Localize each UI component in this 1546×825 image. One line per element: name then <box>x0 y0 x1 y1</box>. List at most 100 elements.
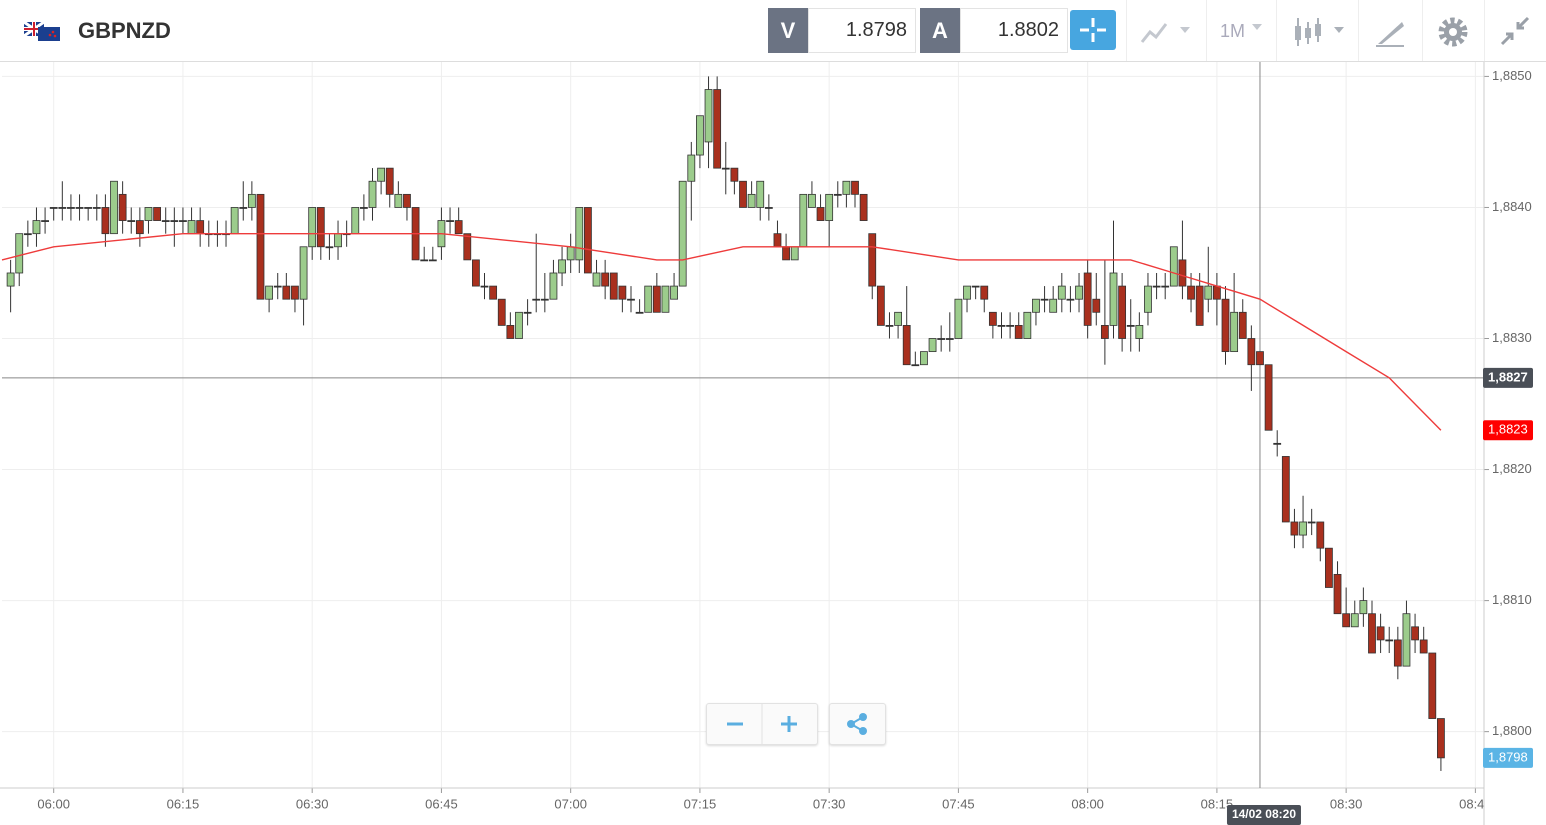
candle-body <box>291 285 299 300</box>
candle-body <box>334 233 342 248</box>
candle-body <box>859 193 868 221</box>
candle-body <box>1178 259 1187 287</box>
candle-body <box>1376 626 1385 641</box>
candle-body <box>1342 613 1351 628</box>
x-tick-label: 06:00 <box>37 796 70 811</box>
candle-body <box>678 180 687 287</box>
timeframe-caret[interactable] <box>1250 18 1270 38</box>
candle-body <box>963 285 971 300</box>
candle-body <box>1126 325 1135 327</box>
draw-tool-button[interactable] <box>1374 16 1408 48</box>
x-tick-label: 08:15 <box>1201 796 1234 811</box>
candle-body <box>799 193 808 248</box>
candle-body <box>1230 311 1239 353</box>
candle-body <box>135 220 144 235</box>
candle-body <box>394 193 403 208</box>
candle-body <box>1437 718 1445 759</box>
share-icon <box>847 713 867 735</box>
candle-body <box>282 285 291 300</box>
candle-body <box>894 311 902 326</box>
candle-body <box>23 233 32 236</box>
axis-cover <box>1485 789 1546 825</box>
candle-body <box>696 115 704 156</box>
x-tick-label: 07:15 <box>684 796 717 811</box>
timeframe-button[interactable]: 1M <box>1220 21 1246 41</box>
plot-area <box>1 76 1445 771</box>
crosshair-price-label: 1,8827 <box>1488 369 1528 384</box>
candle-body <box>954 298 963 339</box>
candle-body <box>1238 311 1247 339</box>
candle-body <box>1411 626 1419 641</box>
candle-body <box>6 272 15 287</box>
candle-body <box>1040 298 1049 301</box>
candle-body <box>782 246 790 261</box>
candle-body <box>385 167 394 195</box>
candle-body <box>153 207 161 221</box>
candle-body <box>618 285 627 300</box>
zoom-in[interactable] <box>781 716 797 732</box>
ask-price[interactable]: 1.8802 <box>960 8 1068 53</box>
candle-body <box>721 167 730 170</box>
candle-body <box>1144 285 1152 313</box>
candle-body <box>230 207 239 235</box>
candle-body <box>997 325 1006 327</box>
candle-body <box>1014 325 1023 339</box>
y-tick-label: 1,8850 <box>1492 68 1532 83</box>
candle-body <box>816 207 825 221</box>
candle-body <box>247 193 256 208</box>
candle-body <box>428 259 437 262</box>
candle-body <box>609 272 618 300</box>
candle-body <box>489 285 498 300</box>
candle-body <box>1385 639 1394 642</box>
candle-body <box>84 207 93 209</box>
bid-price[interactable]: 1.8798 <box>808 8 916 53</box>
flags-icon <box>24 22 60 41</box>
candle-body <box>566 246 575 261</box>
candle-type-button[interactable] <box>1292 14 1348 50</box>
candle-body <box>187 220 196 235</box>
candle-body <box>239 207 248 209</box>
candle-body <box>1075 285 1083 300</box>
candle-body <box>635 311 644 314</box>
x-tick-label: 08:30 <box>1330 796 1363 811</box>
candle-body <box>1273 442 1282 445</box>
share-button[interactable] <box>829 703 886 745</box>
candle-body <box>756 180 765 208</box>
candle-body <box>41 220 49 222</box>
candle-body <box>1221 298 1230 353</box>
candle-body <box>988 311 997 326</box>
y-tick-label: 1,8830 <box>1492 330 1532 345</box>
candle-body <box>454 220 463 235</box>
x-tick-label: 06:15 <box>167 796 200 811</box>
ask-label[interactable]: A <box>920 8 960 53</box>
candle-body <box>808 193 816 208</box>
candle-body <box>1032 298 1040 313</box>
candle-body <box>446 220 454 222</box>
candle-body <box>377 167 386 182</box>
candle-body <box>110 180 118 235</box>
candle-body <box>1109 272 1118 326</box>
candle-body <box>368 180 377 208</box>
candle-body <box>118 193 127 221</box>
candle-body <box>471 259 480 287</box>
candle-body <box>876 285 885 326</box>
candle-body <box>403 193 411 208</box>
bid-label[interactable]: V <box>768 8 808 53</box>
candle-body <box>980 285 989 300</box>
crosshair-button[interactable] <box>1070 10 1118 52</box>
candle-body <box>75 207 84 209</box>
candle-body <box>1393 639 1402 667</box>
candle-body <box>592 272 601 287</box>
candle-body <box>506 325 515 339</box>
chart-style-button[interactable] <box>1140 18 1196 48</box>
candle-body <box>661 285 670 313</box>
candle-body <box>170 220 179 222</box>
candle-body <box>1281 456 1290 523</box>
candle-body <box>1057 285 1066 300</box>
candle-body <box>868 233 877 287</box>
candle-body <box>1333 573 1342 615</box>
collapse-button[interactable] <box>1498 14 1534 50</box>
candle-body <box>1092 298 1101 313</box>
settings-button[interactable] <box>1436 14 1472 50</box>
candle-body <box>463 233 472 261</box>
